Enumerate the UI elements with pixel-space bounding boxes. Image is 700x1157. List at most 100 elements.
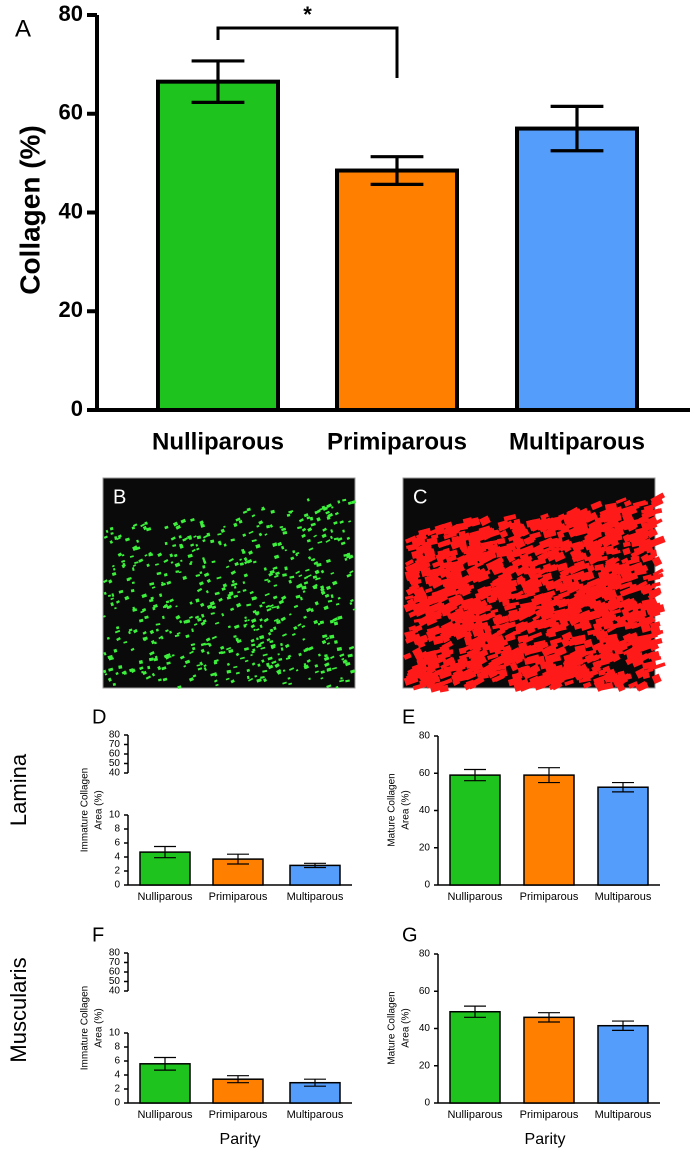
- image-texture: [230, 583, 235, 587]
- image-texture: [313, 619, 319, 625]
- image-texture: [278, 658, 283, 661]
- y-axis-label: Mature Collagen: [387, 773, 398, 846]
- image-texture: [292, 550, 296, 554]
- panel-label: B: [113, 486, 126, 508]
- image-texture: [634, 537, 644, 545]
- image-texture: [273, 554, 280, 560]
- image-texture: [159, 593, 163, 598]
- image-texture: [451, 629, 459, 636]
- image-texture: [210, 612, 215, 615]
- image-texture: [458, 653, 470, 660]
- image-texture: [233, 522, 238, 528]
- image-texture: [272, 595, 278, 600]
- error-bar: [538, 1012, 560, 1023]
- image-texture: [630, 621, 639, 629]
- image-texture: [130, 647, 135, 652]
- image-texture: [175, 605, 178, 608]
- image-texture: [550, 621, 560, 628]
- image-texture: [337, 615, 343, 620]
- image-texture: [605, 556, 617, 567]
- image-texture: [105, 529, 109, 534]
- image-texture: [155, 628, 159, 632]
- image-texture: [260, 646, 266, 650]
- image-texture: [631, 657, 644, 668]
- image-texture: [258, 520, 264, 525]
- image-texture: [563, 545, 572, 553]
- image-texture: [531, 587, 539, 594]
- image-texture: [347, 501, 353, 506]
- image-texture: [282, 530, 288, 535]
- image-texture: [425, 549, 435, 558]
- image-texture: [124, 595, 130, 601]
- image-texture: [499, 581, 515, 592]
- image-texture: [144, 615, 149, 620]
- image-texture: [554, 581, 565, 592]
- image-texture: [628, 561, 644, 572]
- image-texture: [276, 605, 280, 610]
- image-texture: [223, 525, 226, 528]
- image-texture: [196, 547, 200, 551]
- image-texture: [310, 558, 314, 562]
- image-texture: [115, 671, 119, 676]
- image-texture: [193, 623, 198, 626]
- y-tick-label: 80: [419, 731, 431, 742]
- y-axis-label: Area (%): [401, 790, 412, 829]
- image-texture: [471, 603, 485, 612]
- image-texture: [467, 541, 482, 553]
- image-texture: [471, 574, 483, 584]
- image-texture: [491, 529, 499, 537]
- y-tick-label: 80: [419, 949, 431, 960]
- image-texture: [282, 573, 287, 577]
- image-texture: [287, 677, 291, 680]
- image-texture: [449, 528, 460, 537]
- image-texture: [230, 607, 235, 612]
- image-texture: [518, 622, 533, 633]
- image-texture: [550, 678, 564, 686]
- image-texture: [587, 598, 596, 607]
- image-texture: [325, 510, 330, 515]
- image-texture: [336, 646, 343, 652]
- image-texture: [220, 528, 225, 534]
- y-tick-label: 4: [114, 852, 120, 863]
- image-texture: [471, 661, 484, 672]
- image-texture: [600, 589, 614, 599]
- image-texture: [558, 613, 572, 625]
- image-texture: [596, 574, 610, 585]
- image-texture: [339, 520, 344, 524]
- image-texture: [414, 558, 424, 564]
- image-texture: [298, 574, 303, 578]
- image-texture: [281, 545, 285, 550]
- y-axis-label: Area (%): [94, 1008, 105, 1047]
- image-texture: [205, 590, 209, 594]
- image-texture: [297, 583, 303, 589]
- image-texture: [272, 542, 278, 547]
- image-texture: [256, 678, 262, 683]
- image-texture: [494, 674, 505, 682]
- image-texture: [518, 678, 530, 688]
- image-texture: [248, 530, 254, 535]
- image-texture: [196, 664, 201, 667]
- image-texture: [344, 557, 348, 561]
- image-texture: [652, 662, 666, 670]
- image-texture: [228, 558, 234, 563]
- image-texture: [472, 644, 482, 654]
- x-tick-label: Multiparous: [595, 891, 652, 903]
- image-texture: [275, 571, 280, 576]
- image-texture: [652, 629, 664, 636]
- image-texture: [535, 517, 549, 529]
- image-texture: [614, 615, 622, 622]
- image-texture: [419, 547, 431, 554]
- image-texture: [110, 597, 115, 601]
- image-texture: [347, 653, 353, 658]
- image-texture: [492, 624, 500, 630]
- image-texture: [449, 562, 466, 576]
- image-texture: [541, 646, 552, 657]
- image-texture: [640, 623, 652, 633]
- image-texture: [132, 606, 136, 610]
- image-texture: [585, 649, 597, 656]
- image-texture: [175, 570, 180, 574]
- image-texture: [576, 510, 592, 520]
- bar: [523, 774, 575, 886]
- image-texture: [524, 566, 537, 575]
- image-texture: [246, 603, 252, 607]
